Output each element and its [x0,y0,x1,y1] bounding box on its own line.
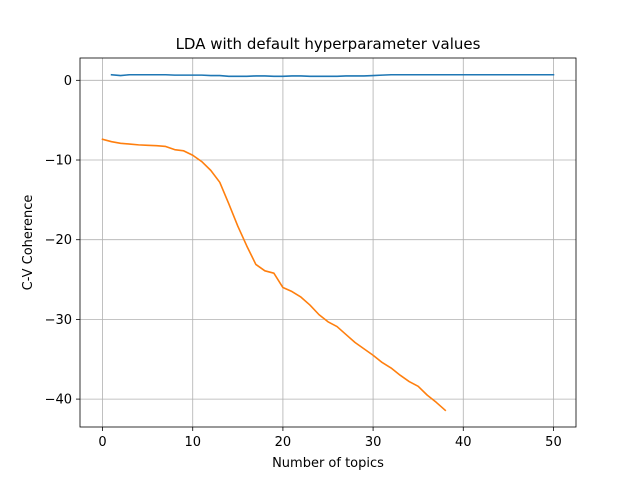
y-tick-label: −20 [45,233,72,248]
x-tick-label: 30 [365,435,382,450]
series-line-2 [101,138,447,412]
y-tick-label: 0 [64,74,72,89]
series-line-1 [110,73,555,78]
y-tick-label: −10 [45,154,72,169]
grid [80,58,576,427]
y-tick-label: −30 [45,313,72,328]
x-axis-label: Number of topics [272,456,384,471]
axis-ticks: 0 10 20 30 40 50 0 −10 −20 −30 −40 [45,74,562,450]
series-lines [101,73,555,412]
plot-frame [79,57,577,428]
x-tick-label: 50 [545,435,562,450]
x-tick-label: 0 [98,435,106,450]
x-tick-label: 40 [455,435,472,450]
x-tick-label: 10 [184,435,201,450]
y-tick-label: −40 [45,393,72,408]
chart-title: LDA with default hyperparameter values [176,35,481,53]
y-axis-label: C-V Coherence [21,195,36,291]
x-tick-label: 20 [275,435,292,450]
